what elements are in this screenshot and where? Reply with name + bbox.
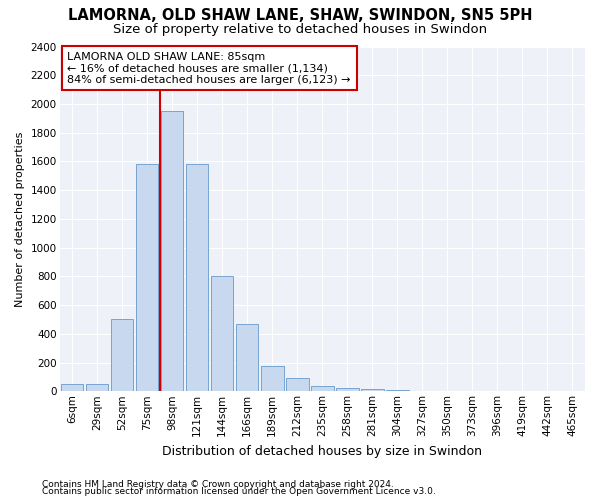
Bar bbox=[186, 164, 208, 392]
Text: LAMORNA, OLD SHAW LANE, SHAW, SWINDON, SN5 5PH: LAMORNA, OLD SHAW LANE, SHAW, SWINDON, S… bbox=[68, 8, 532, 22]
Text: Contains public sector information licensed under the Open Government Licence v3: Contains public sector information licen… bbox=[42, 488, 436, 496]
Bar bbox=[236, 324, 259, 392]
Bar bbox=[386, 390, 409, 392]
Bar bbox=[361, 389, 383, 392]
Text: LAMORNA OLD SHAW LANE: 85sqm
← 16% of detached houses are smaller (1,134)
84% of: LAMORNA OLD SHAW LANE: 85sqm ← 16% of de… bbox=[67, 52, 351, 85]
X-axis label: Distribution of detached houses by size in Swindon: Distribution of detached houses by size … bbox=[162, 444, 482, 458]
Bar bbox=[286, 378, 308, 392]
Bar bbox=[311, 386, 334, 392]
Bar bbox=[261, 366, 284, 392]
Bar bbox=[61, 384, 83, 392]
Y-axis label: Number of detached properties: Number of detached properties bbox=[15, 131, 25, 306]
Text: Size of property relative to detached houses in Swindon: Size of property relative to detached ho… bbox=[113, 22, 487, 36]
Bar bbox=[336, 388, 359, 392]
Bar bbox=[111, 320, 133, 392]
Bar bbox=[161, 111, 184, 392]
Bar bbox=[211, 276, 233, 392]
Bar bbox=[86, 384, 109, 392]
Bar bbox=[136, 164, 158, 392]
Text: Contains HM Land Registry data © Crown copyright and database right 2024.: Contains HM Land Registry data © Crown c… bbox=[42, 480, 394, 489]
